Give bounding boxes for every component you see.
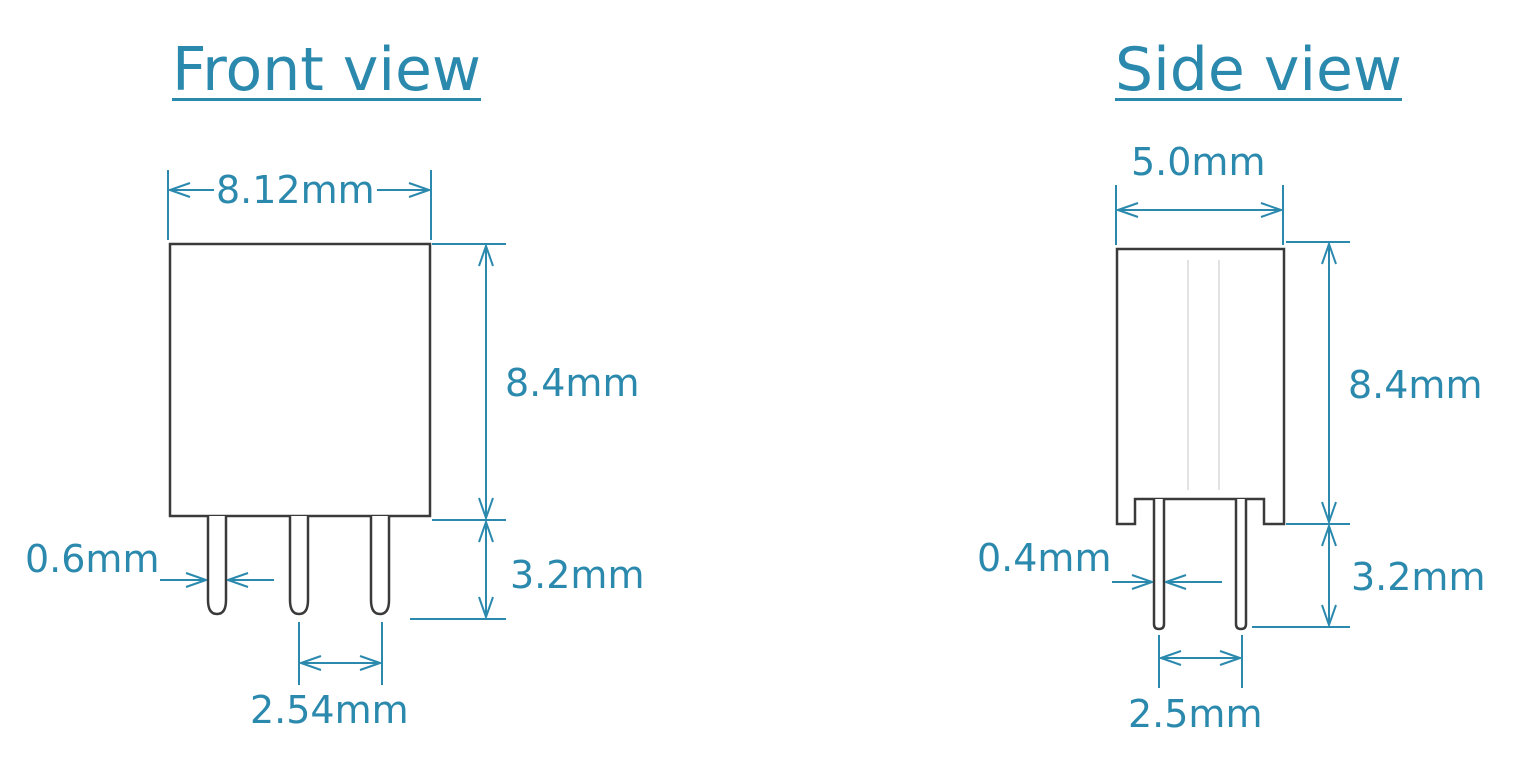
side-height-label: 8.4mm — [1348, 363, 1483, 407]
side-dimension-lines — [1112, 185, 1350, 688]
front-height-label: 8.4mm — [505, 361, 640, 405]
front-width-label: 8.12mm — [214, 168, 377, 212]
front-component-body — [168, 242, 432, 518]
front-pin-length-label: 3.2mm — [510, 553, 645, 597]
side-view-drawing — [1112, 185, 1350, 688]
front-pin-pitch-label: 2.54mm — [250, 688, 409, 732]
side-pin-pitch-label: 2.5mm — [1128, 692, 1263, 736]
side-component-body — [1115, 247, 1286, 526]
front-pin-3 — [369, 516, 391, 616]
front-view-drawing — [160, 170, 506, 685]
front-pin-1 — [206, 516, 228, 616]
side-view-title: Side view — [1115, 35, 1402, 105]
front-pin-2 — [288, 516, 310, 616]
side-pin-2 — [1234, 499, 1248, 631]
side-pin-length-label: 3.2mm — [1351, 555, 1486, 599]
front-view-title: Front view — [172, 35, 481, 105]
side-pin-1 — [1152, 499, 1166, 631]
side-pin-diameter-label: 0.4mm — [977, 536, 1112, 580]
front-pin-diameter-label: 0.6mm — [25, 537, 160, 581]
side-width-label: 5.0mm — [1131, 140, 1266, 184]
